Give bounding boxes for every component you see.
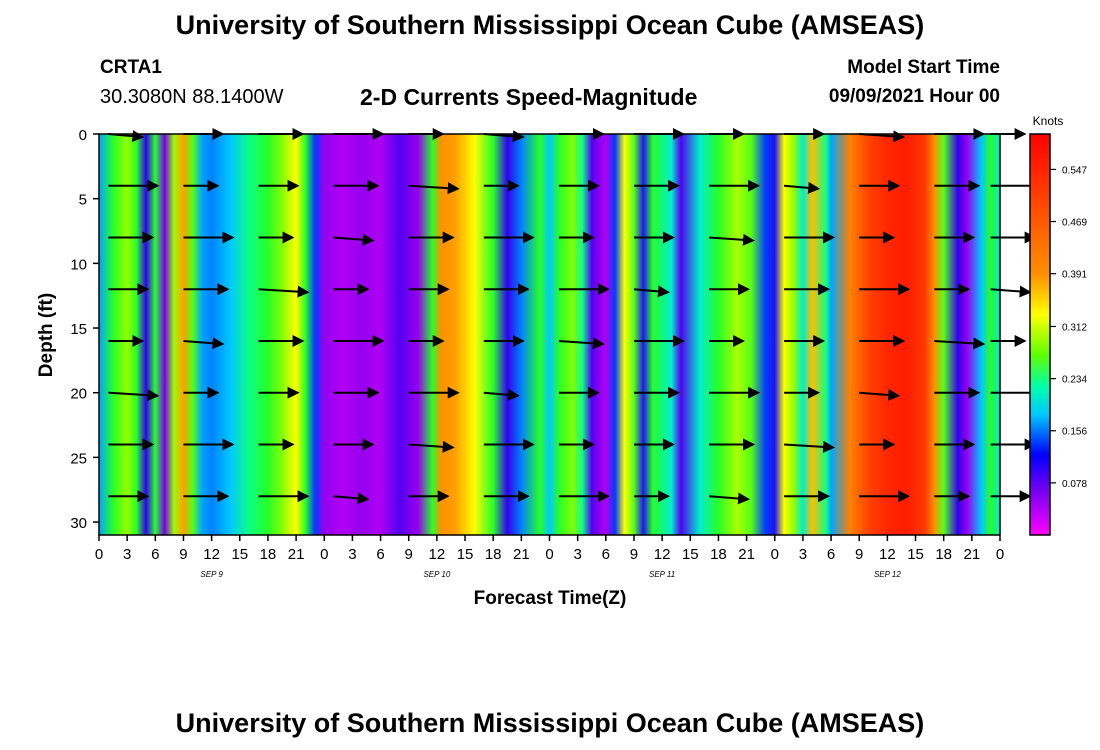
date-label: SEP 11 (649, 570, 675, 579)
model-start-label: Model Start Time (847, 57, 1000, 78)
y-tick-label: 0 (79, 127, 87, 144)
x-tick-label: 18 (485, 546, 502, 563)
x-tick-label: 6 (376, 546, 384, 563)
current-vector (258, 285, 310, 298)
x-tick-label: 9 (630, 546, 638, 563)
current-vector (483, 388, 520, 401)
page-title: University of Southern Mississippi Ocean… (175, 10, 925, 40)
current-vector (708, 233, 756, 246)
x-tick-label: 21 (288, 546, 305, 563)
date-label: SEP 12 (874, 570, 901, 579)
y-tick-label: 25 (70, 450, 87, 467)
x-tick-label: 15 (457, 546, 474, 563)
current-vector (708, 492, 751, 505)
date-label: SEP 9 (200, 570, 223, 579)
colorbar: Knots 0.547 0.469 0.391 0.312 0.234 0.156 0.07… (1029, 114, 1087, 536)
heatmap-layer (99, 134, 1000, 535)
current-vector (183, 337, 225, 350)
x-tick-label: 6 (602, 546, 610, 563)
y-tick-label: 15 (70, 321, 87, 338)
x-tick-label: 15 (231, 546, 248, 563)
x-tick-label: 12 (879, 546, 896, 563)
colorbar-fill (1029, 133, 1051, 536)
current-vector (784, 181, 821, 194)
colorbar-tick-label: 0.234 (1062, 375, 1087, 386)
colorbar-tick-label: 0.312 (1062, 322, 1087, 333)
colorbar-tick-label: 0.469 (1062, 218, 1087, 229)
current-vector (990, 285, 1032, 298)
current-vector (108, 389, 160, 402)
x-tick-label: 6 (151, 546, 159, 563)
colorbar-tick-label: 0.156 (1062, 427, 1087, 438)
current-vector (633, 285, 670, 298)
x-tick-label: 21 (513, 546, 530, 563)
x-tick-label: 3 (573, 546, 581, 563)
date-label: SEP 10 (423, 570, 450, 579)
x-axis-label: Forecast Time(Z) (474, 588, 627, 609)
colorbar-unit: Knots (1033, 114, 1064, 128)
x-tick-label: 0 (320, 546, 328, 563)
y-axis-label: Depth (ft) (36, 293, 57, 377)
x-tick-label: 3 (348, 546, 356, 563)
x-tick-label: 15 (907, 546, 924, 563)
current-vector (784, 440, 836, 453)
current-vector (408, 440, 455, 453)
colorbar-tick-label: 0.078 (1062, 479, 1087, 490)
y-tick-label: 20 (70, 386, 87, 403)
chart-title: 2-D Currents Speed-Magnitude (360, 84, 698, 110)
current-vector (333, 492, 370, 505)
current-vector (558, 337, 605, 350)
current-vector (408, 182, 460, 195)
x-tick-label: 0 (545, 546, 553, 563)
colorbar-tick-label: 0.391 (1062, 270, 1087, 281)
colorbar-tick-label: 0.547 (1062, 165, 1087, 176)
x-tick-label: 12 (203, 546, 220, 563)
model-start-time: 09/09/2021 Hour 00 (828, 86, 1000, 107)
x-tick-label: 9 (855, 546, 863, 563)
x-tick-label: 0 (996, 546, 1004, 563)
current-vector (333, 233, 375, 246)
heatmap-field (99, 134, 1000, 535)
x-tick-label: 12 (654, 546, 671, 563)
footer-title: University of Southern Mississippi Ocean… (175, 708, 925, 738)
y-tick-label: 10 (70, 256, 87, 273)
x-tick-label: 21 (738, 546, 755, 563)
x-tick-label: 21 (964, 546, 981, 563)
x-tick-label: 3 (123, 546, 131, 563)
x-tick-label: 0 (95, 546, 103, 563)
current-vector (934, 337, 986, 350)
x-tick-label: 3 (799, 546, 807, 563)
x-tick-label: 6 (827, 546, 835, 563)
x-tick-label: 9 (179, 546, 187, 563)
current-vector (859, 388, 901, 401)
x-tick-label: 18 (935, 546, 952, 563)
station-id: CRTA1 (100, 57, 162, 78)
y-tick-label: 5 (79, 192, 87, 209)
x-tick-label: 18 (260, 546, 277, 563)
station-coordinates: 30.3080N 88.1400W (100, 86, 284, 108)
x-tick-label: 0 (771, 546, 779, 563)
x-tick-label: 12 (429, 546, 446, 563)
x-tick-label: 9 (405, 546, 413, 563)
y-tick-label: 30 (70, 515, 87, 532)
x-tick-label: 18 (710, 546, 727, 563)
x-tick-label: 15 (682, 546, 699, 563)
